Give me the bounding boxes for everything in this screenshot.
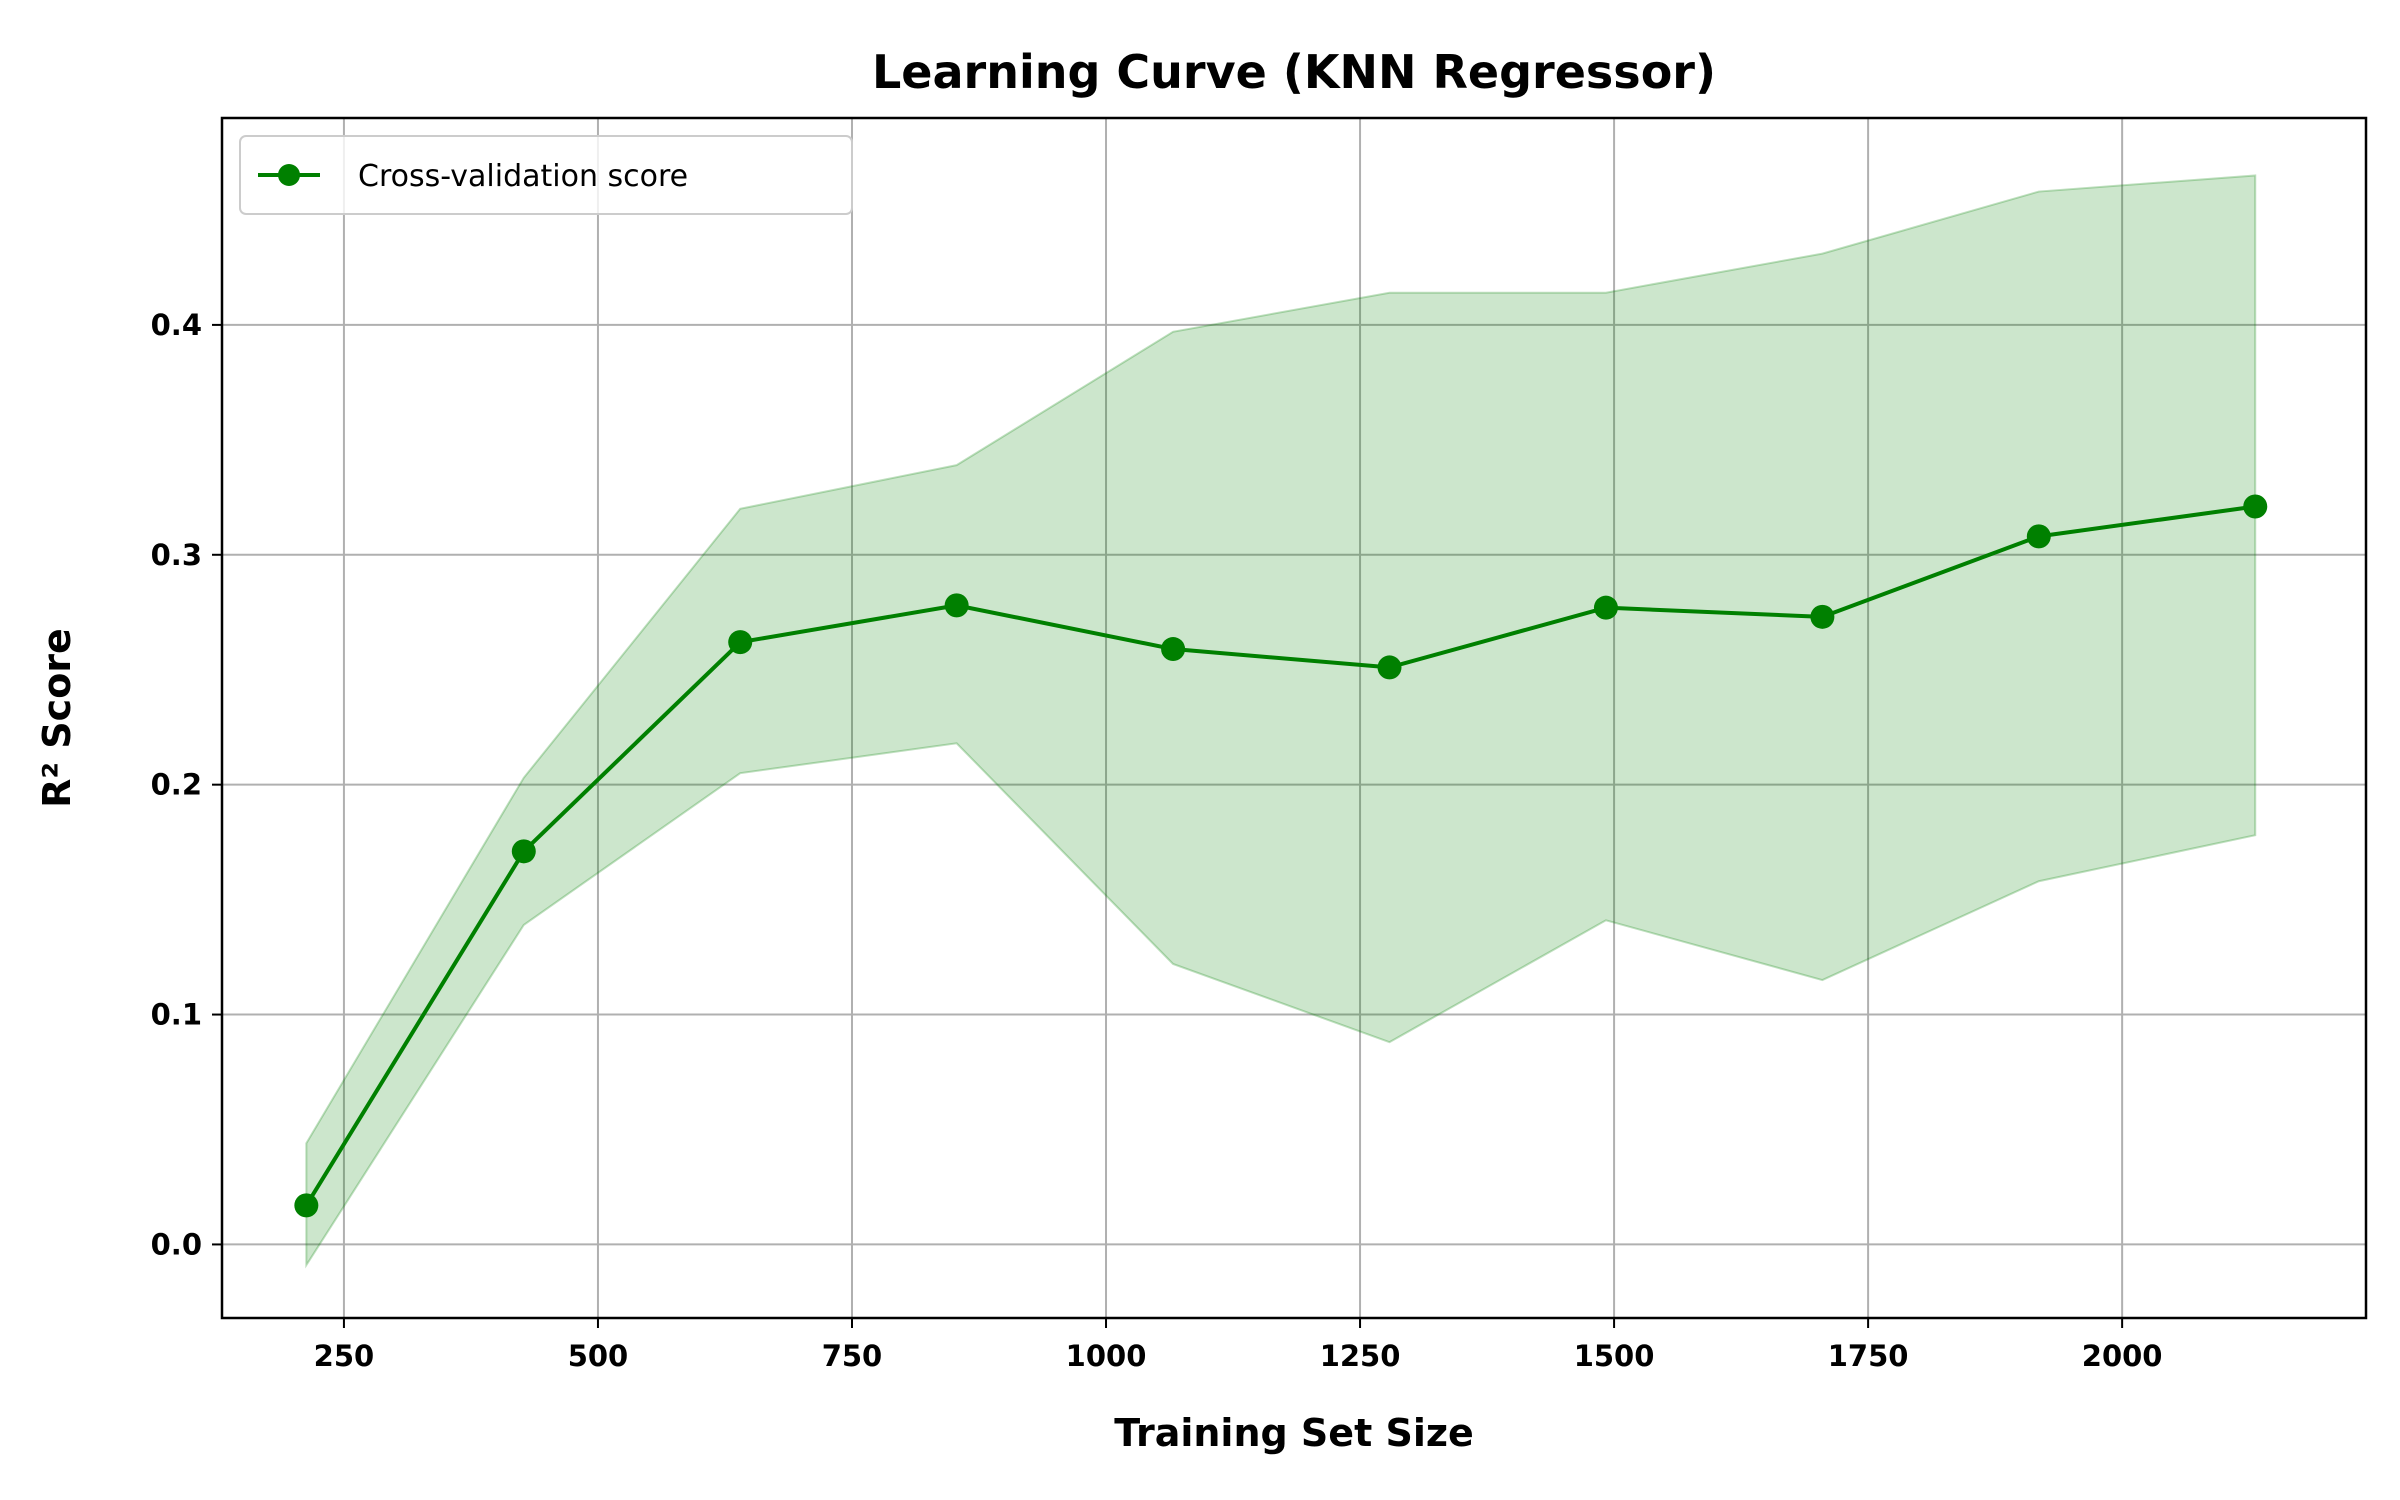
legend-marker-swatch — [278, 164, 300, 186]
x-tick-label: 1250 — [1320, 1339, 1401, 1373]
series-line-cross-validation — [304, 504, 2256, 1207]
band-layer — [305, 174, 2257, 1269]
data-point — [2026, 524, 2051, 549]
data-point — [1161, 637, 1186, 662]
x-tick-label: 250 — [314, 1339, 375, 1373]
legend-label: Cross-validation score — [358, 159, 688, 194]
x-tick-label: 2000 — [2082, 1339, 2163, 1373]
data-point — [294, 1193, 319, 1218]
x-tick-label: 750 — [822, 1339, 883, 1373]
line-layer — [304, 504, 2256, 1207]
y-tick-label: 0.0 — [151, 1227, 202, 1261]
tick-layer: 250 500 750 1000 1250 1500 1750 2000 0.0 0.1 0.2 0.… — [151, 308, 2163, 1373]
data-point — [1593, 595, 1618, 620]
marker-layer — [294, 494, 2268, 1218]
x-tick-label: 1500 — [1574, 1339, 1655, 1373]
data-point — [944, 593, 969, 618]
chart-title: Learning Curve (KNN Regressor) — [872, 45, 1716, 99]
x-axis-label: Training Set Size — [1114, 1411, 1474, 1455]
legend-box — [239, 135, 853, 215]
confidence-band — [305, 174, 2257, 1269]
x-tick-label: 500 — [568, 1339, 629, 1373]
legend: Cross-validation score — [239, 135, 853, 215]
data-point — [1377, 655, 1402, 680]
data-point — [1810, 604, 1835, 629]
y-tick-label: 0.2 — [151, 768, 202, 802]
y-tick-label: 0.3 — [151, 538, 202, 572]
x-tick-label: 1750 — [1828, 1339, 1909, 1373]
data-point — [2243, 494, 2268, 519]
plot-frame — [220, 116, 2368, 1320]
data-point — [728, 630, 753, 655]
y-tick-label: 0.4 — [151, 308, 202, 342]
x-tick-label: 1000 — [1066, 1339, 1147, 1373]
data-point — [511, 839, 536, 864]
y-tick-label: 0.1 — [151, 998, 202, 1032]
y-axis-label: R² Score — [35, 628, 79, 808]
grid-layer — [222, 118, 2366, 1318]
